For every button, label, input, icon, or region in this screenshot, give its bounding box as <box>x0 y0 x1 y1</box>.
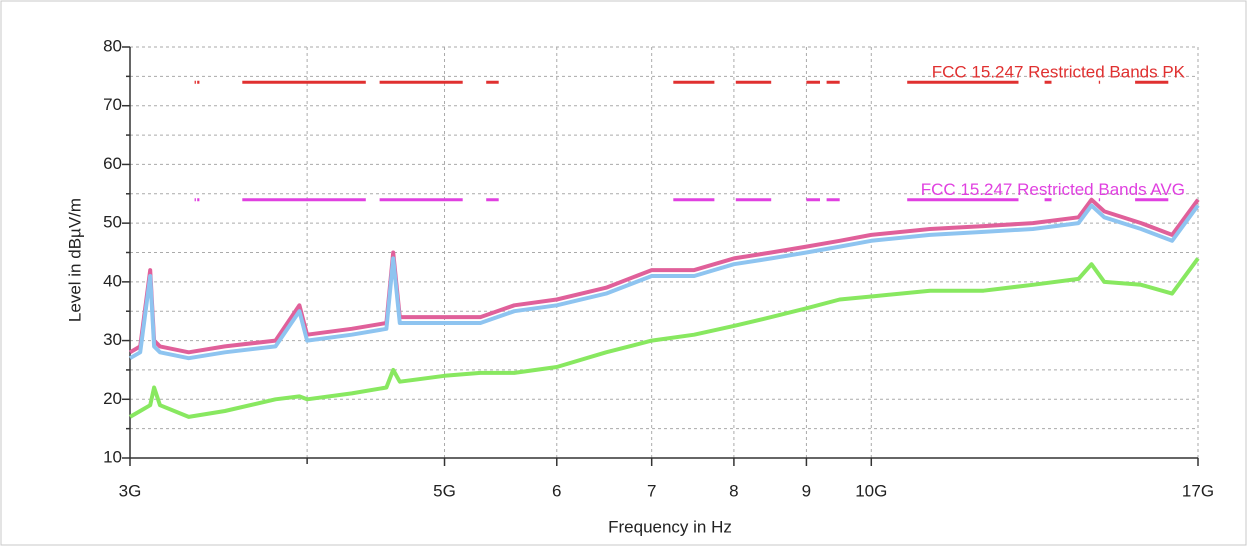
series-line <box>128 203 1200 361</box>
y-axis-label: Level in dBµV/m <box>65 198 84 322</box>
x-axis-label: Frequency in Hz <box>608 517 732 536</box>
x-tick-label: 17G <box>1182 481 1214 500</box>
x-tick-label: 10G <box>855 481 887 500</box>
y-tick-label: 60 <box>103 154 122 173</box>
series-line <box>128 197 1200 355</box>
x-tick-label: 9 <box>802 481 811 500</box>
limit-label: FCC 15.247 Restricted Bands PK <box>932 63 1186 82</box>
x-tick-label: 6 <box>552 481 561 500</box>
y-tick-label: 80 <box>103 36 122 55</box>
series-line <box>128 257 1200 419</box>
y-tick-label: 20 <box>103 389 122 408</box>
y-tick-label: 70 <box>103 95 122 114</box>
x-tick-label: 8 <box>729 481 738 500</box>
y-tick-label: 30 <box>103 330 122 349</box>
y-tick-label: 40 <box>103 271 122 290</box>
limit-label: FCC 15.247 Restricted Bands AVG <box>921 180 1185 199</box>
x-tick-label: 5G <box>433 481 456 500</box>
y-tick-label: 50 <box>103 213 122 232</box>
x-tick-label: 7 <box>647 481 656 500</box>
x-tick-label: 3G <box>119 481 142 500</box>
y-tick-label: 10 <box>103 447 122 466</box>
